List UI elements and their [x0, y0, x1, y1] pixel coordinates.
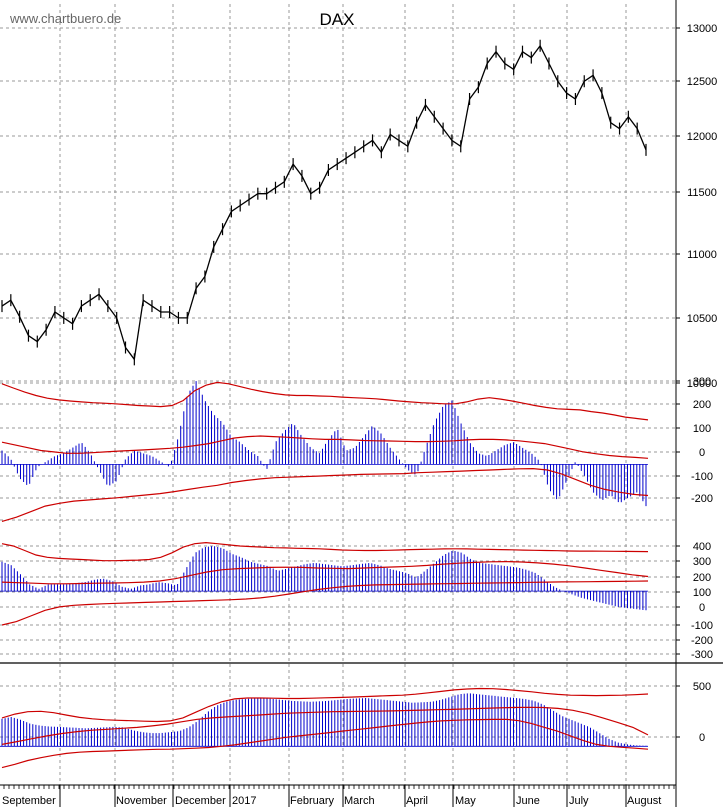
band-line	[1, 706, 649, 745]
price-line	[1, 44, 647, 361]
x-tick-label: December	[175, 795, 226, 807]
y-tick-label: 11000	[687, 249, 717, 261]
y-tick-label: 400	[693, 541, 711, 553]
band-line	[1, 718, 649, 769]
chart-title: DAX	[320, 10, 355, 29]
band-line	[1, 467, 649, 522]
y-tick-label: -100	[691, 620, 713, 632]
x-tick-label: March	[344, 795, 375, 807]
y-tick-label: 200	[693, 399, 711, 411]
y-tick-label: 10500	[687, 313, 718, 325]
band-line	[1, 435, 649, 459]
y-tick-label: 500	[693, 681, 711, 693]
x-tick-label: September	[2, 795, 56, 807]
y-tick-label: 0	[699, 447, 705, 459]
y-tick-label: 10000	[687, 378, 718, 390]
y-tick-label: 300	[693, 556, 711, 568]
x-tick-label: November	[116, 795, 167, 807]
band-line	[1, 381, 649, 421]
band-line	[1, 687, 649, 723]
watermark: www.chartbuero.de	[9, 11, 121, 26]
panels	[0, 39, 649, 769]
y-tick-label: 12000	[687, 131, 718, 143]
oscillator-2-panel	[0, 541, 649, 626]
x-tick-label: June	[516, 795, 540, 807]
x-tick-label: February	[290, 795, 335, 807]
y-tick-label: 13000	[687, 23, 718, 35]
x-tick-label: 2017	[232, 795, 256, 807]
y-tick-label: 100	[693, 587, 711, 599]
x-tick-label: April	[406, 795, 428, 807]
y-tick-label: -300	[691, 649, 713, 661]
y-tick-label: 200	[693, 572, 711, 584]
oscillator-1-panel	[0, 381, 649, 522]
y-tick-label: 0	[699, 732, 705, 744]
y-tick-label: -200	[691, 635, 713, 647]
x-tick-label: August	[627, 795, 661, 807]
band-line	[1, 560, 649, 585]
band-line	[1, 541, 649, 562]
price-panel	[1, 39, 647, 366]
y-tick-label: 100	[693, 423, 711, 435]
oscillator-3-panel	[0, 687, 649, 769]
x-tick-label: July	[569, 795, 589, 807]
y-tick-label: -100	[691, 471, 713, 483]
y-tick-label: -200	[691, 493, 713, 505]
y-tick-label: 12500	[687, 76, 718, 88]
y-tick-label: 300	[693, 376, 711, 388]
y-tick-label: 11500	[687, 187, 717, 199]
band-line	[1, 580, 649, 626]
x-tick-label: May	[455, 795, 476, 807]
y-tick-label: 0	[699, 602, 705, 614]
